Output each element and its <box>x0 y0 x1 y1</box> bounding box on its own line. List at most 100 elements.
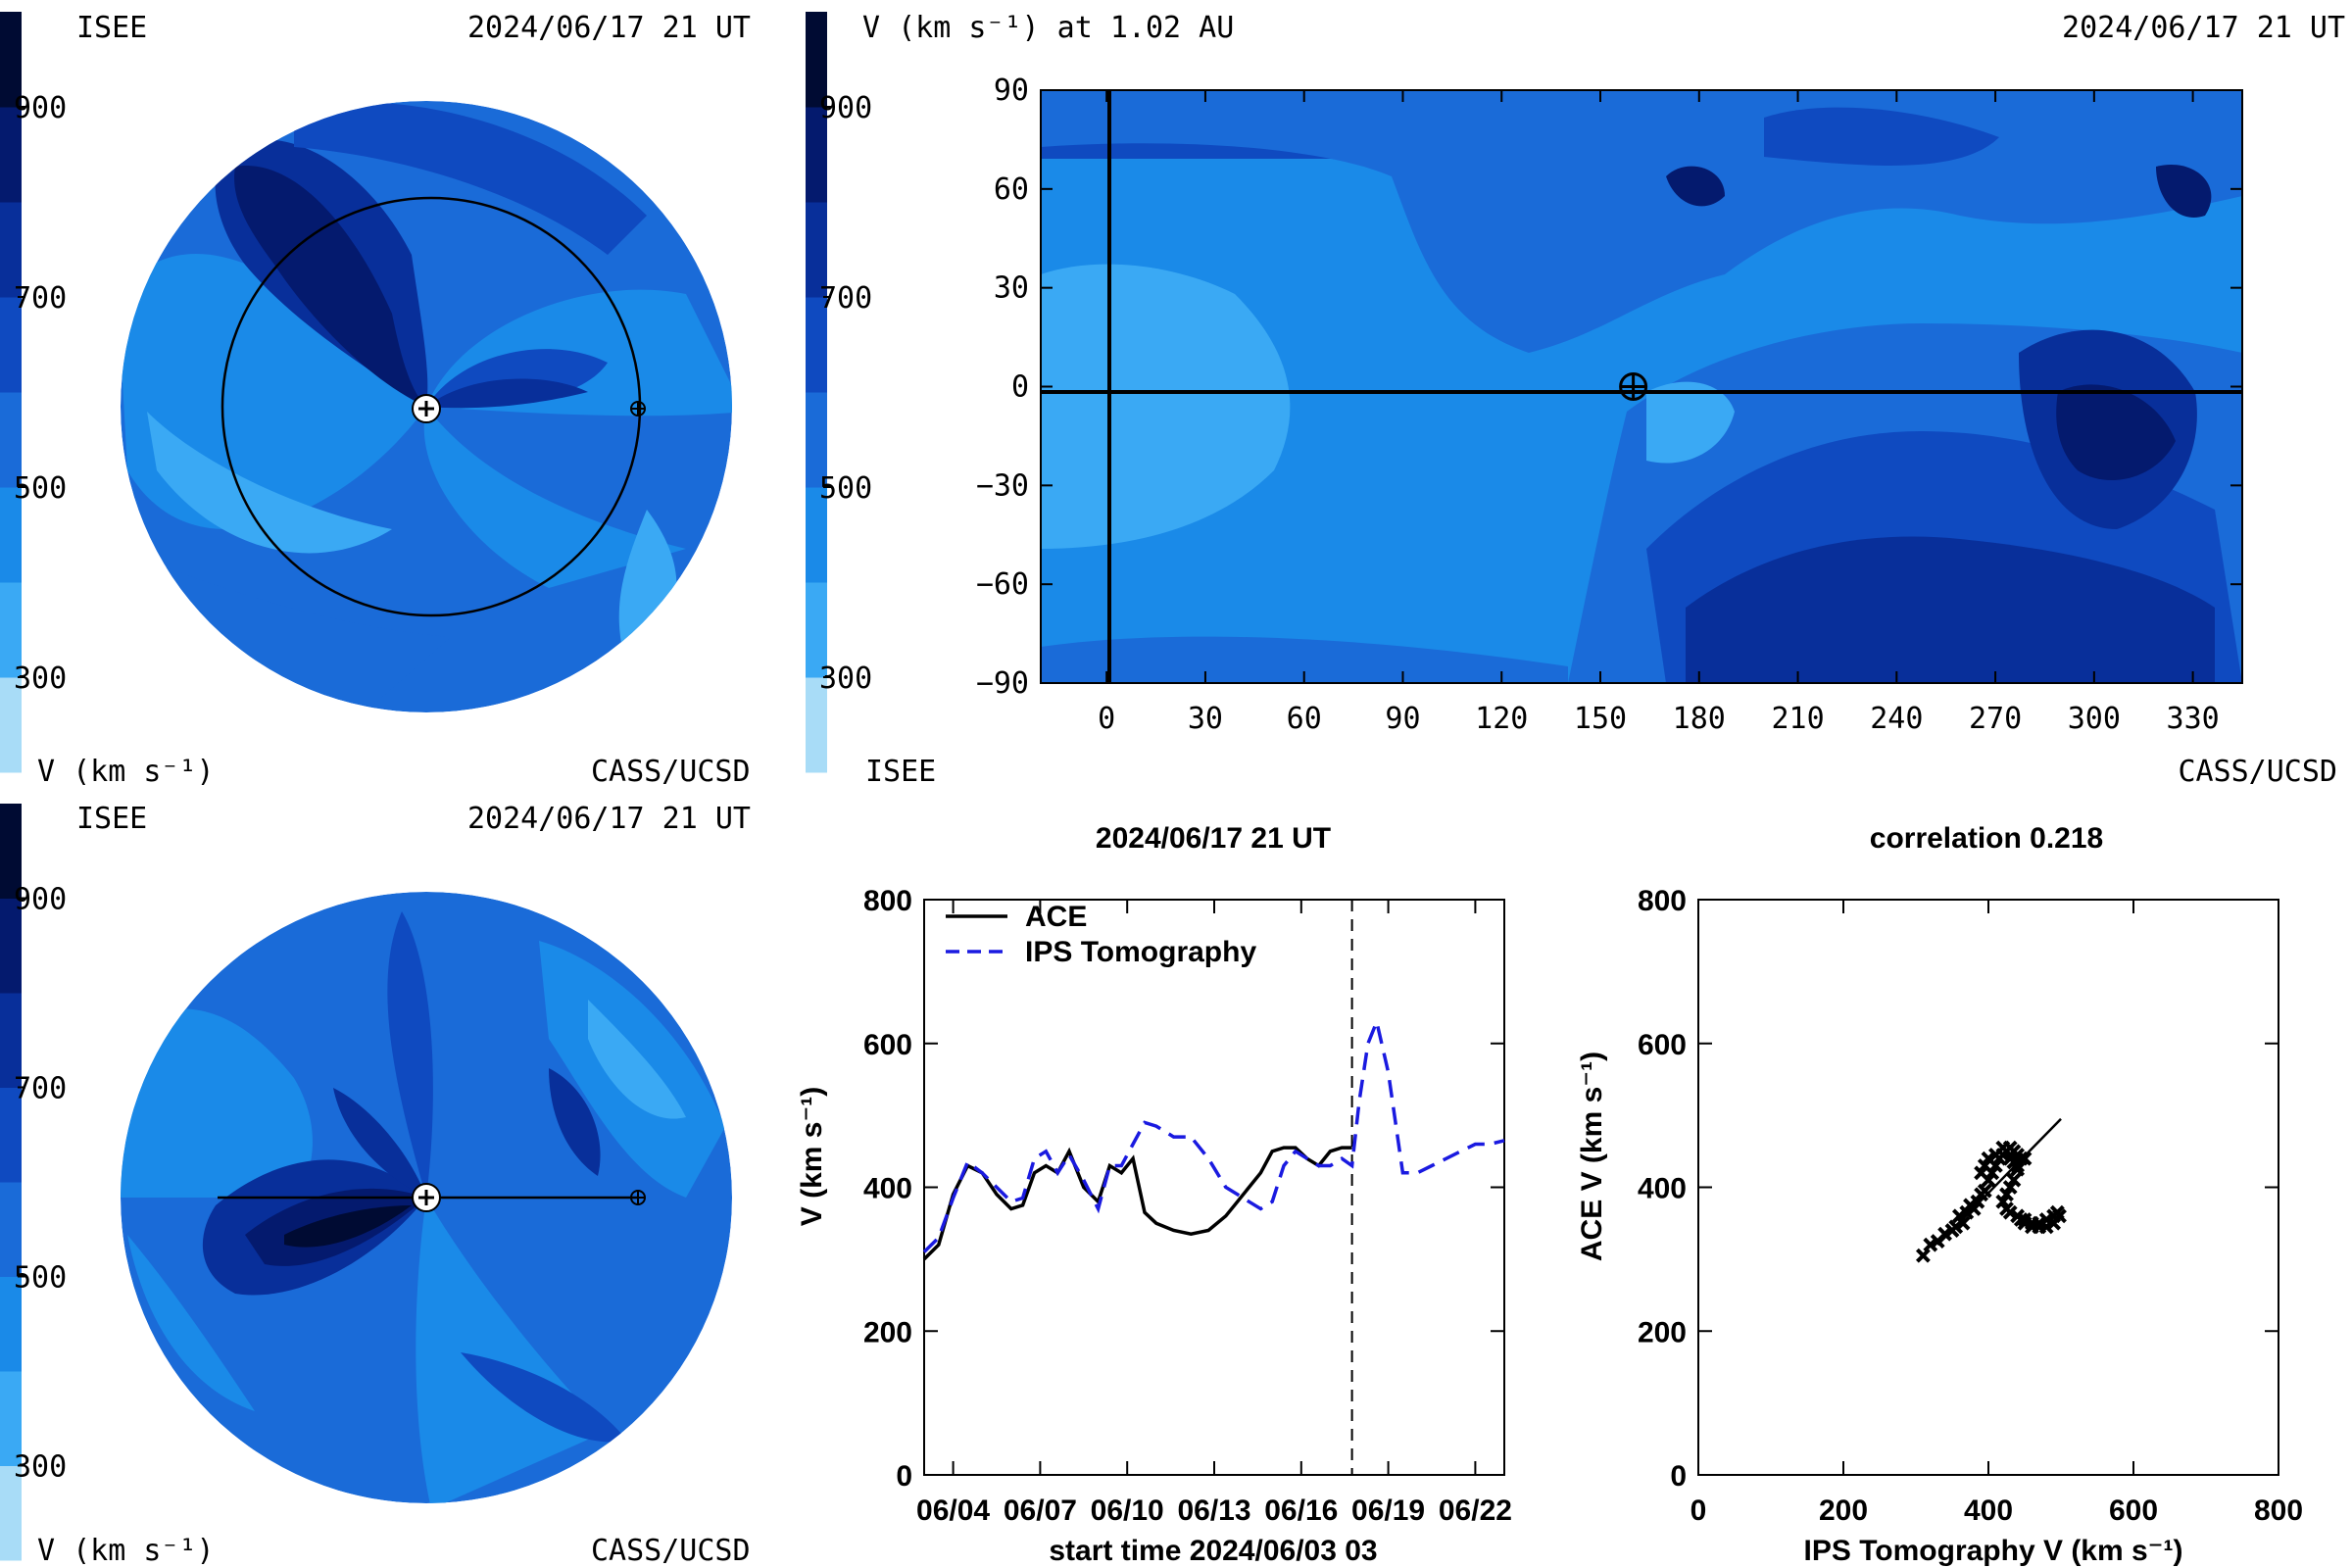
line-x-tick-label: 06/04 <box>916 1494 990 1527</box>
scatter-point <box>2013 1151 2029 1166</box>
scatter-point <box>1995 1140 2011 1155</box>
colorbar-band <box>806 677 827 773</box>
map-x-tick-label: 30 <box>1188 702 1223 736</box>
line-x-tick-label: 06/22 <box>1439 1494 1512 1527</box>
colorbar-tick-label: 300 <box>14 1450 67 1485</box>
scatter-point <box>2006 1172 2022 1188</box>
earth-marker-icon <box>630 1190 646 1205</box>
line-y-tick-label: 600 <box>863 1029 912 1061</box>
scatter-point <box>2024 1219 2039 1235</box>
scatter-point <box>1937 1226 1953 1242</box>
colorbar-band <box>0 487 22 583</box>
scatter-x-tick-label: 200 <box>1819 1494 1868 1527</box>
line-y-tick-label: 200 <box>863 1316 912 1348</box>
earth-marker-cross <box>1620 373 1646 400</box>
scatter-point <box>1999 1187 2014 1202</box>
line-chart-title: 2024/06/17 21 UT <box>1096 822 1331 855</box>
sun-marker-icon <box>412 394 441 423</box>
org-label-bottom: ISEE <box>76 802 147 836</box>
map-x-tick-label: 300 <box>2068 702 2121 736</box>
scatter-point <box>1977 1183 1992 1199</box>
scatter-point <box>2002 1204 2018 1220</box>
scatter-chart: 0 200 400 600 800 0 200 400 600 800 <box>1638 885 2303 1527</box>
map-x-tick-label: 180 <box>1673 702 1726 736</box>
scatter-point <box>2010 1161 2026 1177</box>
map-x-tick-label: 210 <box>1771 702 1824 736</box>
line-chart: 0 200 400 600 800 06/04 06/07 06/10 06/13 06/16 06… <box>863 885 1512 1527</box>
scatter-point <box>2046 1215 2062 1231</box>
line-chart-frame <box>923 899 1505 1476</box>
colorbar-tick-label: 900 <box>14 883 67 917</box>
line-x-tick-label: 06/10 <box>1091 1494 1164 1527</box>
colorbar-tick-label: 900 <box>819 91 872 125</box>
colorbar-tick-label: 700 <box>14 281 67 316</box>
line-y-tick-label: 0 <box>896 1460 912 1493</box>
legend-label: IPS Tomography <box>1025 936 1256 968</box>
map-x-tick-label: 0 <box>1098 702 1115 736</box>
ace-series-line <box>922 1146 1352 1261</box>
sun-marker-icon <box>412 1183 441 1212</box>
colorbar-band <box>0 1465 22 1561</box>
colorbar-band <box>0 993 22 1088</box>
map-credit-label: CASS/UCSD <box>2178 755 2337 789</box>
colorbar-band <box>0 12 22 108</box>
units-label: V (km s⁻¹) <box>37 755 215 789</box>
scatter-point <box>1951 1208 1967 1224</box>
map-x-tick-label: 240 <box>1870 702 1923 736</box>
timestamp-label: 2024/06/17 21 UT <box>467 11 751 45</box>
earth-marker-icon <box>630 401 646 416</box>
colorbar-top-right: 900 700 500 300 <box>806 12 872 773</box>
map-x-tick-label: 120 <box>1475 702 1528 736</box>
line-chart-ylabel: V (km s⁻¹) <box>796 1087 828 1227</box>
colorbar-band <box>0 297 22 393</box>
scatter-point <box>1981 1151 1996 1166</box>
colorbar-tick-label: 300 <box>14 662 67 696</box>
colorbar-band <box>0 582 22 678</box>
colorbar-band <box>0 1182 22 1277</box>
colorbar-tick-label: 700 <box>14 1072 67 1106</box>
scatter-point <box>2002 1180 2018 1195</box>
scatter-y-tick-label: 200 <box>1638 1316 1687 1348</box>
credit-label-bottom: CASS/UCSD <box>591 1534 751 1568</box>
line-chart-xlabel: start time 2024/06/03 03 <box>1049 1535 1377 1567</box>
colorbar-band <box>0 1087 22 1183</box>
colorbar-tick-label: 700 <box>819 281 872 316</box>
colorbar-band <box>806 582 827 678</box>
line-x-tick-label: 06/13 <box>1177 1494 1250 1527</box>
credit-label: CASS/UCSD <box>591 755 751 789</box>
colorbar-band <box>0 107 22 203</box>
colorbar-bottom-left: 900 700 500 300 <box>0 804 67 1561</box>
scatter-point <box>1995 1194 2011 1209</box>
colorbar-tick-label: 500 <box>14 471 67 506</box>
map-x-tick-label: 270 <box>1969 702 2022 736</box>
colorbar-band <box>806 202 827 298</box>
synoptic-map <box>1041 90 2242 683</box>
colorbar-tick-label: 300 <box>819 662 872 696</box>
colorbar-band <box>806 297 827 393</box>
line-x-tick-label: 06/07 <box>1004 1494 1077 1527</box>
line-x-tick-label: 06/16 <box>1264 1494 1338 1527</box>
line-y-tick-label: 400 <box>863 1173 912 1205</box>
scatter-point <box>2013 1212 2029 1227</box>
units-label-bottom: V (km s⁻¹) <box>37 1534 215 1568</box>
org-label: ISEE <box>76 11 147 45</box>
earth-marker-icon <box>1619 372 1648 401</box>
scatter-point <box>1977 1158 1992 1173</box>
map-header-label: V (km s⁻¹) at 1.02 AU <box>862 11 1234 45</box>
scatter-point <box>2006 1154 2022 1170</box>
scatter-point <box>2017 1151 2033 1166</box>
map-y-tick-label: 30 <box>994 271 1029 306</box>
scatter-y-tick-label: 0 <box>1670 1460 1687 1493</box>
scatter-point <box>1955 1215 1971 1231</box>
colorbar-tick-label: 500 <box>819 471 872 506</box>
map-y-tick-label: 0 <box>1011 370 1029 405</box>
scatter-y-tick-label: 400 <box>1638 1173 1687 1205</box>
colorbar-band <box>0 898 22 994</box>
colorbar-band <box>806 107 827 203</box>
colorbar-band <box>0 804 22 899</box>
colorbar-band <box>806 12 827 108</box>
scatter-chart-ylabel: ACE V (km s⁻¹) <box>1576 1052 1608 1261</box>
colorbar-band <box>0 1276 22 1372</box>
